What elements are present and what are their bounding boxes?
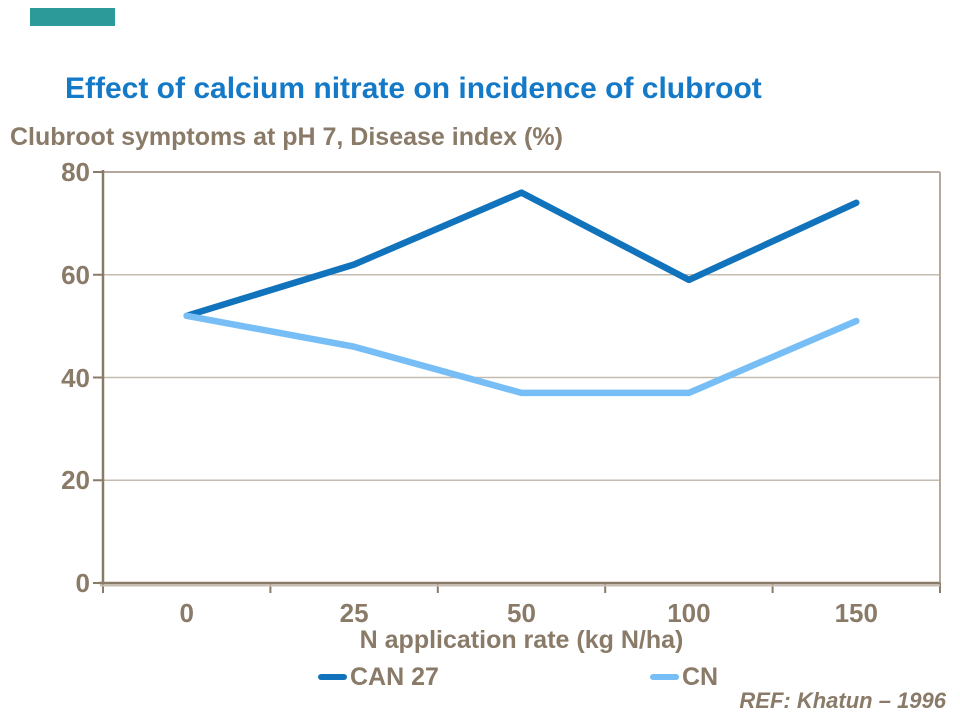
series-line-cn [183, 312, 860, 397]
x-axis-title: N application rate (kg N/ha) [359, 626, 684, 654]
series-lines [183, 189, 860, 397]
y-tick-label-20: 20 [61, 465, 90, 496]
chart-title: Effect of calcium nitrate on incidence o… [65, 72, 762, 105]
legend-dash-cn [650, 674, 679, 680]
y-tick-label-40: 40 [61, 362, 90, 393]
legend-label-cn: CN [682, 663, 719, 691]
x-tick-label-100: 100 [667, 598, 711, 628]
gridlines [103, 274, 940, 481]
x-tick-label-150: 150 [834, 598, 878, 628]
legend-item-cn: CN [650, 662, 718, 692]
x-tick-label-0: 0 [179, 598, 194, 628]
axis-ticks [93, 171, 941, 593]
x-tick-label-50: 50 [507, 598, 536, 628]
y-tick-label-60: 60 [61, 259, 90, 290]
chart-subtitle: Clubroot symptoms at pH 7, Disease index… [10, 123, 563, 151]
y-tick-label-80: 80 [61, 157, 90, 187]
reference-note: REF: Khatun – 1996 [739, 688, 946, 713]
accent-bar [30, 8, 115, 26]
x-tick-label-25: 25 [339, 598, 369, 628]
y-tick-label-0: 0 [75, 568, 90, 598]
series-line-can-27 [183, 189, 860, 320]
legend-dash-can27 [318, 674, 347, 680]
legend-label-can27: CAN 27 [350, 663, 439, 691]
legend-item-can27: CAN 27 [318, 662, 439, 692]
